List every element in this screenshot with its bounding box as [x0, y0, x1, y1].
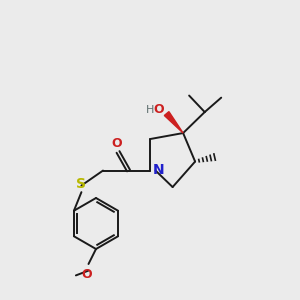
Text: S: S: [76, 177, 86, 191]
Text: N: N: [152, 163, 164, 177]
Text: O: O: [154, 103, 164, 116]
Text: H: H: [146, 105, 154, 115]
Polygon shape: [164, 112, 183, 133]
Text: O: O: [81, 268, 92, 281]
Text: O: O: [111, 137, 122, 150]
